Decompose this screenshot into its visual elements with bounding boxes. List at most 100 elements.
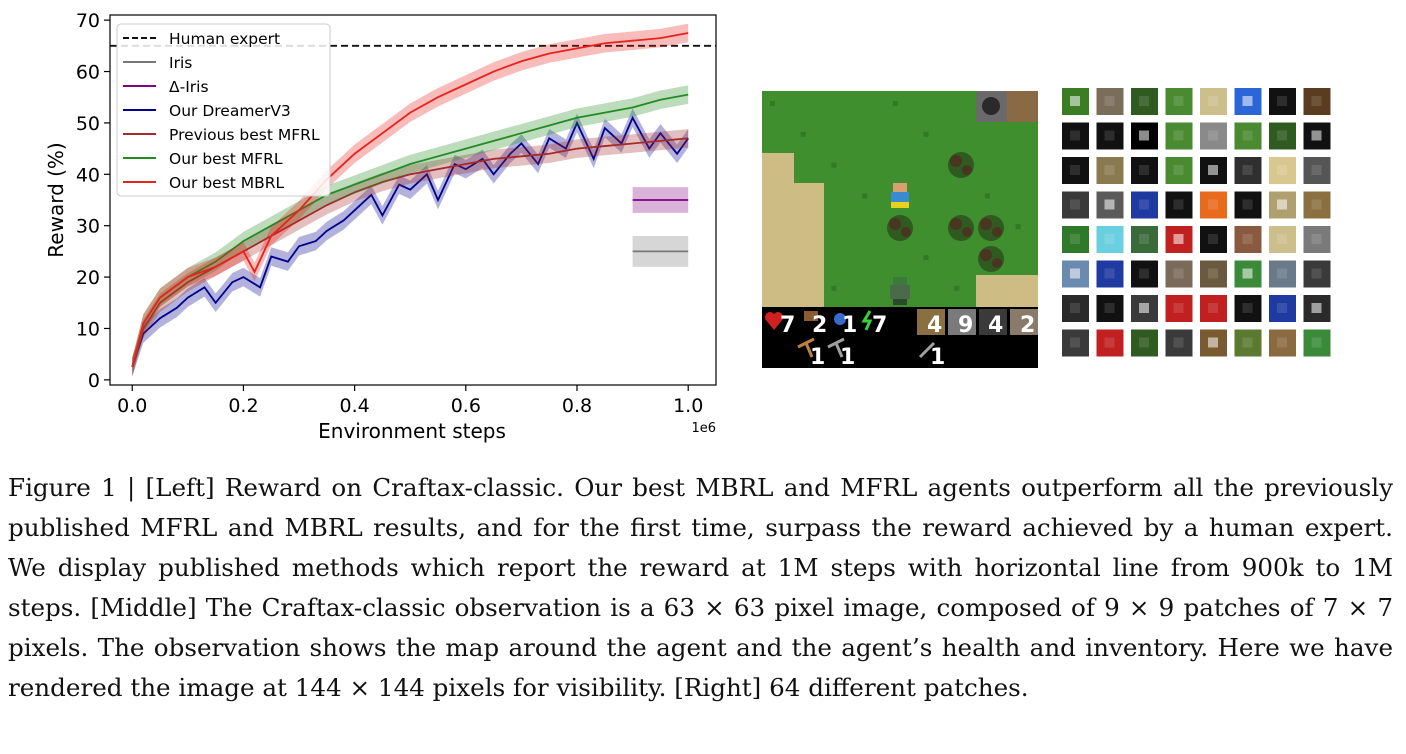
series-line-our-dreamerv3: [131, 115, 689, 368]
patch-detail: [1104, 303, 1115, 313]
patch-tile: [1269, 260, 1296, 288]
patch-detail: [1242, 199, 1253, 210]
x-tick-label: 1.0: [673, 395, 703, 417]
energy-icon: [861, 310, 873, 331]
patch-detail: [1311, 165, 1322, 175]
wood-value: 4: [927, 313, 942, 338]
coal-value: 4: [988, 313, 1003, 338]
patch-grid: [1062, 88, 1331, 357]
patch-detail: [1208, 199, 1218, 210]
patch-detail: [1242, 165, 1253, 175]
legend-label-human-expert: Human expert: [169, 30, 280, 48]
patch-detail: [1277, 165, 1287, 175]
y-tick-label: 10: [76, 318, 100, 340]
patch-detail: [1070, 268, 1080, 279]
patch-tile: [1303, 260, 1331, 288]
patch-detail: [1311, 96, 1322, 106]
patch-detail: [1070, 234, 1080, 244]
patch-tile: [1200, 88, 1227, 115]
patch-detail: [1070, 199, 1080, 210]
patch-tile: [1200, 295, 1227, 322]
iron-icon: [1010, 309, 1038, 335]
patch-detail: [1104, 268, 1115, 279]
patch-tile: [1269, 88, 1296, 115]
patch-detail: [1242, 337, 1253, 348]
zombie-icon: [890, 277, 910, 305]
patch-detail: [1277, 303, 1287, 313]
sword-value: 1: [930, 345, 945, 368]
patch-tile: [1200, 226, 1227, 253]
sword-icon: [918, 341, 936, 359]
player-icon: [891, 183, 909, 208]
patch-detail: [1173, 303, 1184, 313]
patch-tile: [1234, 122, 1262, 150]
grass-tuft: [770, 101, 775, 106]
energy-value: 7: [872, 313, 887, 338]
patch-tile: [1062, 157, 1089, 184]
patch-detail: [1208, 130, 1218, 141]
patch-tile: [1096, 88, 1124, 115]
patch-tile: [1096, 295, 1124, 322]
x-tick-label: 0.4: [340, 395, 370, 417]
patch-detail: [1242, 234, 1253, 244]
x-tick-label: 0.0: [117, 395, 147, 417]
patch-detail: [1070, 337, 1080, 348]
patch-tile: [1062, 122, 1089, 150]
patch-detail: [1277, 130, 1287, 141]
patch-tile: [1269, 226, 1296, 253]
series-line-our-best-mbrl: [131, 32, 689, 368]
patch-detail: [1208, 303, 1218, 313]
wood-icon: [917, 309, 945, 335]
patch-detail: [1311, 199, 1322, 210]
patch-detail: [1104, 165, 1115, 175]
patch-detail: [1070, 130, 1080, 141]
grass-tuft: [831, 285, 837, 291]
patch-tile: [1062, 191, 1089, 219]
y-tick-label: 40: [76, 164, 100, 186]
x-tick-label: 0.2: [228, 395, 258, 417]
patch-tile: [1234, 329, 1262, 357]
patch-detail: [1208, 96, 1218, 106]
patch-tile: [1165, 329, 1193, 357]
patch-detail: [1277, 268, 1287, 279]
patch-tile: [1200, 260, 1227, 288]
figure-caption: Figure 1 | [Left] Reward on Craftax-clas…: [8, 468, 1393, 708]
patch-detail: [1242, 303, 1253, 313]
patch-detail: [1070, 303, 1080, 313]
grass-tuft: [892, 101, 898, 106]
legend-label-our-best-mbrl: Our best MBRL: [169, 174, 285, 192]
patch-tile: [1269, 122, 1296, 150]
drink-value: 1: [842, 313, 857, 338]
y-axis-label: Reward (%): [44, 142, 68, 257]
patch-tile: [1131, 88, 1158, 115]
patch-detail: [1311, 303, 1322, 313]
legend-label-previous-best-mfrl: Previous best MFRL: [169, 126, 320, 144]
y-tick-label: 50: [76, 113, 100, 135]
patch-detail: [1139, 337, 1149, 348]
series-line-previous-best-mfrl: [131, 137, 689, 368]
patch-detail: [1104, 130, 1115, 141]
sand-left-top: [762, 153, 794, 183]
craftax-observation: 7 2 1 7 4 9 4 2 1 1 1: [762, 91, 1038, 368]
patch-tile: [1303, 88, 1331, 115]
plot-area: [110, 23, 716, 377]
patch-detail: [1277, 96, 1287, 106]
patch-detail: [1311, 234, 1322, 244]
patch-detail: [1208, 268, 1218, 279]
patch-tile: [1234, 295, 1262, 322]
caption-text: Figure 1 | [Left] Reward on Craftax-clas…: [8, 473, 1393, 702]
patch-detail: [1070, 96, 1080, 106]
grass-tuft: [923, 131, 929, 137]
patch-detail: [1277, 199, 1287, 210]
wood-pickaxe-icon: [797, 337, 815, 358]
patch-tile: [1303, 157, 1331, 184]
patch-detail: [1139, 165, 1149, 175]
patch-tile: [1131, 329, 1158, 357]
y-tick-label: 70: [76, 10, 100, 32]
patch-detail: [1173, 268, 1184, 279]
patch-tile: [1165, 157, 1193, 184]
x-offset-label: 1e6: [691, 421, 716, 436]
patch-detail: [1139, 303, 1149, 313]
tree-icon: [948, 215, 974, 241]
grass-tuft: [831, 162, 837, 168]
